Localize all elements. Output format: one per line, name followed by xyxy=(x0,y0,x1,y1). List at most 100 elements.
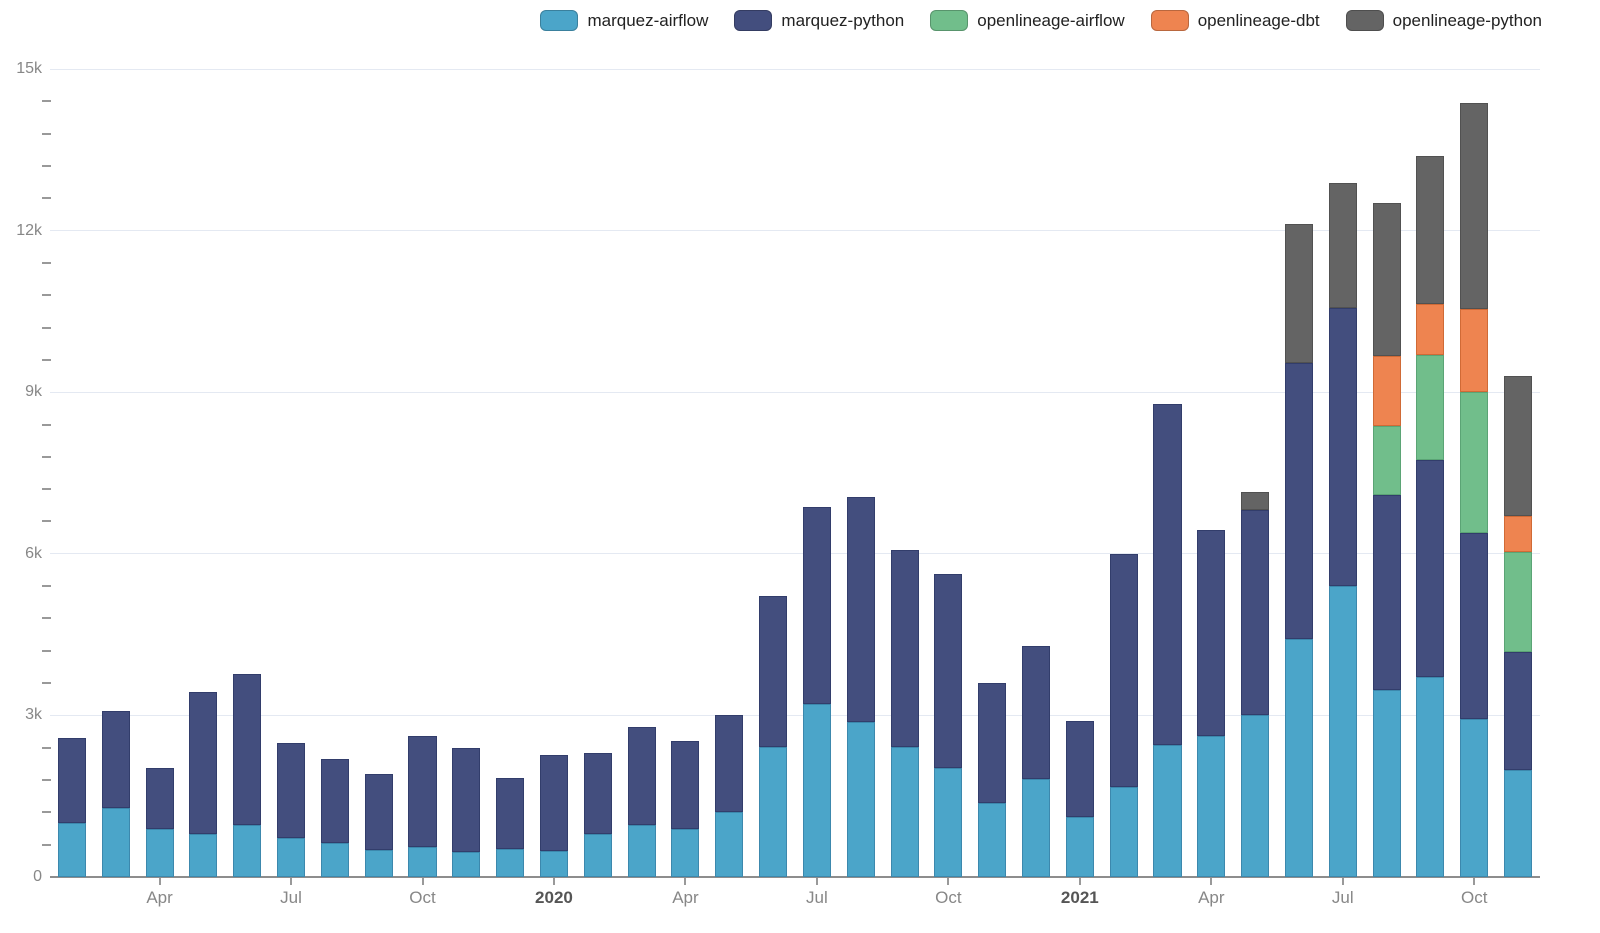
legend-item-openlineage-python[interactable]: openlineage-python xyxy=(1345,10,1542,31)
legend-item-marquez-python[interactable]: marquez-python xyxy=(734,10,904,31)
bar-segment-marquez-airflow[interactable] xyxy=(1504,769,1533,877)
bar-segment-openlineage-python[interactable] xyxy=(1460,102,1489,310)
bar-segment-marquez-python[interactable] xyxy=(1504,652,1533,770)
bar-segment-marquez-airflow[interactable] xyxy=(1022,778,1051,877)
bar-segment-marquez-airflow[interactable] xyxy=(452,851,481,877)
bar-segment-marquez-python[interactable] xyxy=(233,673,262,825)
bar-segment-marquez-airflow[interactable] xyxy=(364,850,393,877)
bar-segment-marquez-python[interactable] xyxy=(802,506,831,704)
bar-segment-marquez-python[interactable] xyxy=(1284,363,1313,639)
bar-segment-marquez-airflow[interactable] xyxy=(145,828,174,877)
bar-segment-marquez-airflow[interactable] xyxy=(1372,689,1401,877)
bar-segment-openlineage-dbt[interactable] xyxy=(1460,309,1489,393)
bar-segment-marquez-python[interactable] xyxy=(408,736,437,848)
bar-segment-marquez-python[interactable] xyxy=(539,754,568,852)
bar-dec-2019[interactable] xyxy=(488,69,532,877)
bar-segment-marquez-airflow[interactable] xyxy=(627,824,656,877)
bar-segment-marquez-airflow[interactable] xyxy=(1460,719,1489,877)
bar-segment-marquez-python[interactable] xyxy=(583,753,612,835)
bar-feb-2021[interactable] xyxy=(1102,69,1146,877)
bar-jun-2021[interactable] xyxy=(1277,69,1321,877)
bar-sep-2019[interactable] xyxy=(357,69,401,877)
bar-aug-2021[interactable] xyxy=(1365,69,1409,877)
bar-segment-marquez-python[interactable] xyxy=(277,743,306,839)
bar-segment-marquez-python[interactable] xyxy=(320,759,349,843)
bar-segment-marquez-airflow[interactable] xyxy=(1109,787,1138,877)
bar-sep-2020[interactable] xyxy=(883,69,927,877)
bar-segment-marquez-python[interactable] xyxy=(1109,554,1138,788)
bar-segment-marquez-python[interactable] xyxy=(934,573,963,768)
bar-segment-marquez-python[interactable] xyxy=(1328,307,1357,586)
bar-segment-marquez-python[interactable] xyxy=(189,691,218,834)
bar-jul-2019[interactable] xyxy=(269,69,313,877)
bar-segment-marquez-python[interactable] xyxy=(145,768,174,829)
bar-dec-2020[interactable] xyxy=(1014,69,1058,877)
bar-segment-marquez-airflow[interactable] xyxy=(496,849,525,877)
bar-segment-marquez-airflow[interactable] xyxy=(57,823,86,877)
legend-item-marquez-airflow[interactable]: marquez-airflow xyxy=(540,10,708,31)
bar-may-2020[interactable] xyxy=(707,69,751,877)
bar-segment-marquez-airflow[interactable] xyxy=(320,842,349,877)
bar-segment-marquez-airflow[interactable] xyxy=(890,747,919,877)
legend-item-openlineage-dbt[interactable]: openlineage-dbt xyxy=(1150,10,1320,31)
bar-nov-2021[interactable] xyxy=(1496,69,1540,877)
bar-segment-marquez-python[interactable] xyxy=(1065,721,1094,818)
bar-segment-marquez-python[interactable] xyxy=(846,496,875,723)
bar-oct-2019[interactable] xyxy=(401,69,445,877)
bar-apr-2020[interactable] xyxy=(664,69,708,877)
bar-segment-marquez-python[interactable] xyxy=(890,550,919,748)
bar-segment-marquez-airflow[interactable] xyxy=(1416,677,1445,877)
bar-segment-marquez-airflow[interactable] xyxy=(1065,817,1094,877)
bar-segment-marquez-airflow[interactable] xyxy=(978,803,1007,877)
bar-sep-2021[interactable] xyxy=(1409,69,1453,877)
bar-segment-marquez-airflow[interactable] xyxy=(1241,714,1270,877)
bar-segment-marquez-airflow[interactable] xyxy=(233,824,262,877)
bar-segment-marquez-airflow[interactable] xyxy=(1284,638,1313,877)
bar-mar-2021[interactable] xyxy=(1146,69,1190,877)
bar-segment-marquez-python[interactable] xyxy=(101,710,130,809)
bar-oct-2020[interactable] xyxy=(926,69,970,877)
bar-segment-marquez-python[interactable] xyxy=(452,748,481,852)
bar-segment-openlineage-airflow[interactable] xyxy=(1504,552,1533,653)
bar-apr-2021[interactable] xyxy=(1189,69,1233,877)
bar-segment-marquez-airflow[interactable] xyxy=(189,833,218,877)
bar-may-2021[interactable] xyxy=(1233,69,1277,877)
bar-segment-marquez-python[interactable] xyxy=(57,737,86,824)
bar-segment-marquez-airflow[interactable] xyxy=(1197,735,1226,877)
bar-segment-marquez-python[interactable] xyxy=(1460,533,1489,720)
bar-segment-marquez-airflow[interactable] xyxy=(759,747,788,877)
bar-segment-marquez-airflow[interactable] xyxy=(802,703,831,877)
bar-segment-openlineage-airflow[interactable] xyxy=(1460,392,1489,534)
bar-oct-2021[interactable] xyxy=(1452,69,1496,877)
bar-mar-2020[interactable] xyxy=(620,69,664,877)
bar-segment-openlineage-dbt[interactable] xyxy=(1504,515,1533,553)
bar-jul-2020[interactable] xyxy=(795,69,839,877)
bar-segment-openlineage-dbt[interactable] xyxy=(1416,304,1445,356)
bar-jan-2020[interactable] xyxy=(532,69,576,877)
bar-segment-marquez-python[interactable] xyxy=(1241,510,1270,715)
bar-segment-marquez-python[interactable] xyxy=(627,727,656,825)
bar-segment-marquez-python[interactable] xyxy=(978,683,1007,804)
bar-jan-2021[interactable] xyxy=(1058,69,1102,877)
bar-segment-openlineage-airflow[interactable] xyxy=(1372,426,1401,495)
bar-segment-marquez-airflow[interactable] xyxy=(101,808,130,877)
bar-nov-2020[interactable] xyxy=(970,69,1014,877)
bar-segment-openlineage-python[interactable] xyxy=(1372,203,1401,356)
bar-segment-openlineage-dbt[interactable] xyxy=(1372,355,1401,427)
bar-segment-openlineage-python[interactable] xyxy=(1284,224,1313,364)
bar-segment-marquez-python[interactable] xyxy=(1022,646,1051,779)
bar-jun-2020[interactable] xyxy=(751,69,795,877)
bar-segment-marquez-python[interactable] xyxy=(759,595,788,748)
bar-nov-2019[interactable] xyxy=(444,69,488,877)
bar-segment-marquez-python[interactable] xyxy=(496,778,525,849)
bar-segment-marquez-airflow[interactable] xyxy=(1328,585,1357,877)
bar-segment-marquez-airflow[interactable] xyxy=(277,838,306,877)
bar-segment-marquez-airflow[interactable] xyxy=(934,767,963,877)
bar-segment-marquez-airflow[interactable] xyxy=(846,722,875,877)
bar-segment-marquez-airflow[interactable] xyxy=(1153,745,1182,877)
bar-apr-2019[interactable] xyxy=(138,69,182,877)
bar-segment-marquez-airflow[interactable] xyxy=(583,834,612,877)
bar-may-2019[interactable] xyxy=(181,69,225,877)
bar-feb-2020[interactable] xyxy=(576,69,620,877)
bar-segment-openlineage-airflow[interactable] xyxy=(1416,355,1445,461)
